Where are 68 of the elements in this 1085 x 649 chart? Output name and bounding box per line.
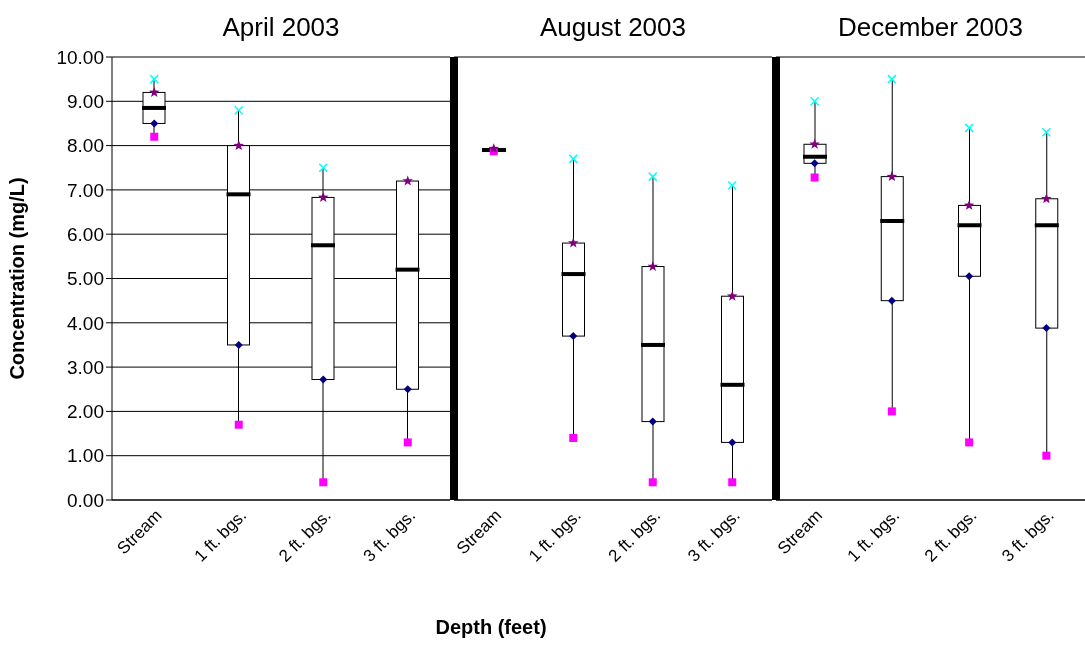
point xyxy=(965,272,974,281)
point xyxy=(569,433,578,442)
point xyxy=(647,261,658,271)
point xyxy=(809,138,820,149)
point xyxy=(648,417,657,426)
point xyxy=(1042,324,1051,333)
point xyxy=(403,385,412,394)
chart-title: December 2003 xyxy=(837,12,1024,43)
point xyxy=(964,123,974,133)
point xyxy=(727,180,737,191)
point xyxy=(887,74,897,84)
point xyxy=(728,478,737,487)
x-axis-title: Depth (feet) xyxy=(434,616,548,639)
y-tick-label: 4.00 xyxy=(67,312,104,334)
y-tick-label: 0.00 xyxy=(67,489,104,511)
y-tick-label: 3.00 xyxy=(67,356,104,378)
point xyxy=(569,332,578,341)
point xyxy=(234,340,243,349)
y-tick-label: 5.00 xyxy=(67,268,104,290)
x-tick-label: 2 ft. bgs. xyxy=(604,505,665,566)
point xyxy=(319,478,328,487)
point xyxy=(234,420,243,429)
point xyxy=(1041,127,1052,138)
point xyxy=(403,438,412,447)
chart-title: August 2003 xyxy=(539,12,687,43)
y-axis-title: Concentration (mg/L) xyxy=(6,177,29,380)
point xyxy=(568,237,579,248)
point xyxy=(727,290,738,301)
y-tick-label: 1.00 xyxy=(67,445,104,467)
x-tick-label: 2 ft. bgs. xyxy=(920,505,981,566)
point xyxy=(810,173,819,182)
x-tick-label: 3 ft. bgs. xyxy=(359,505,420,566)
point xyxy=(1041,193,1052,204)
point xyxy=(1042,451,1051,460)
x-tick-label: 1 ft. bgs. xyxy=(525,505,585,566)
x-tick-label: 2 ft. bgs. xyxy=(275,505,335,566)
point xyxy=(886,171,898,182)
point xyxy=(149,74,159,84)
chart-title: April 2003 xyxy=(221,12,341,43)
x-tick-label: 1 ft. bgs. xyxy=(843,505,904,566)
point xyxy=(568,154,578,164)
point xyxy=(648,171,658,182)
point xyxy=(319,375,328,384)
point xyxy=(402,175,413,186)
point xyxy=(809,96,820,107)
y-tick-label: 9.00 xyxy=(67,91,104,113)
point xyxy=(150,132,159,141)
point xyxy=(728,438,737,447)
point xyxy=(965,438,974,447)
point xyxy=(648,478,657,487)
y-tick-label: 2.00 xyxy=(67,401,104,423)
x-tick-label: 3 ft. bgs. xyxy=(684,505,744,566)
point xyxy=(887,296,896,305)
y-tick-label: 8.00 xyxy=(67,135,104,157)
y-tick-label: 10.00 xyxy=(56,46,104,68)
point xyxy=(810,159,819,168)
y-tick-label: 7.00 xyxy=(67,179,104,201)
point xyxy=(150,119,159,128)
point xyxy=(149,86,160,97)
y-tick-label: 6.00 xyxy=(67,223,104,245)
point xyxy=(318,163,328,173)
point xyxy=(887,407,896,416)
x-tick-label: 3 ft. bgs. xyxy=(998,505,1058,566)
point xyxy=(234,105,244,115)
x-tick-label: 1 ft. bgs. xyxy=(190,505,251,566)
point xyxy=(318,191,329,202)
point xyxy=(233,140,244,151)
point xyxy=(488,143,499,154)
